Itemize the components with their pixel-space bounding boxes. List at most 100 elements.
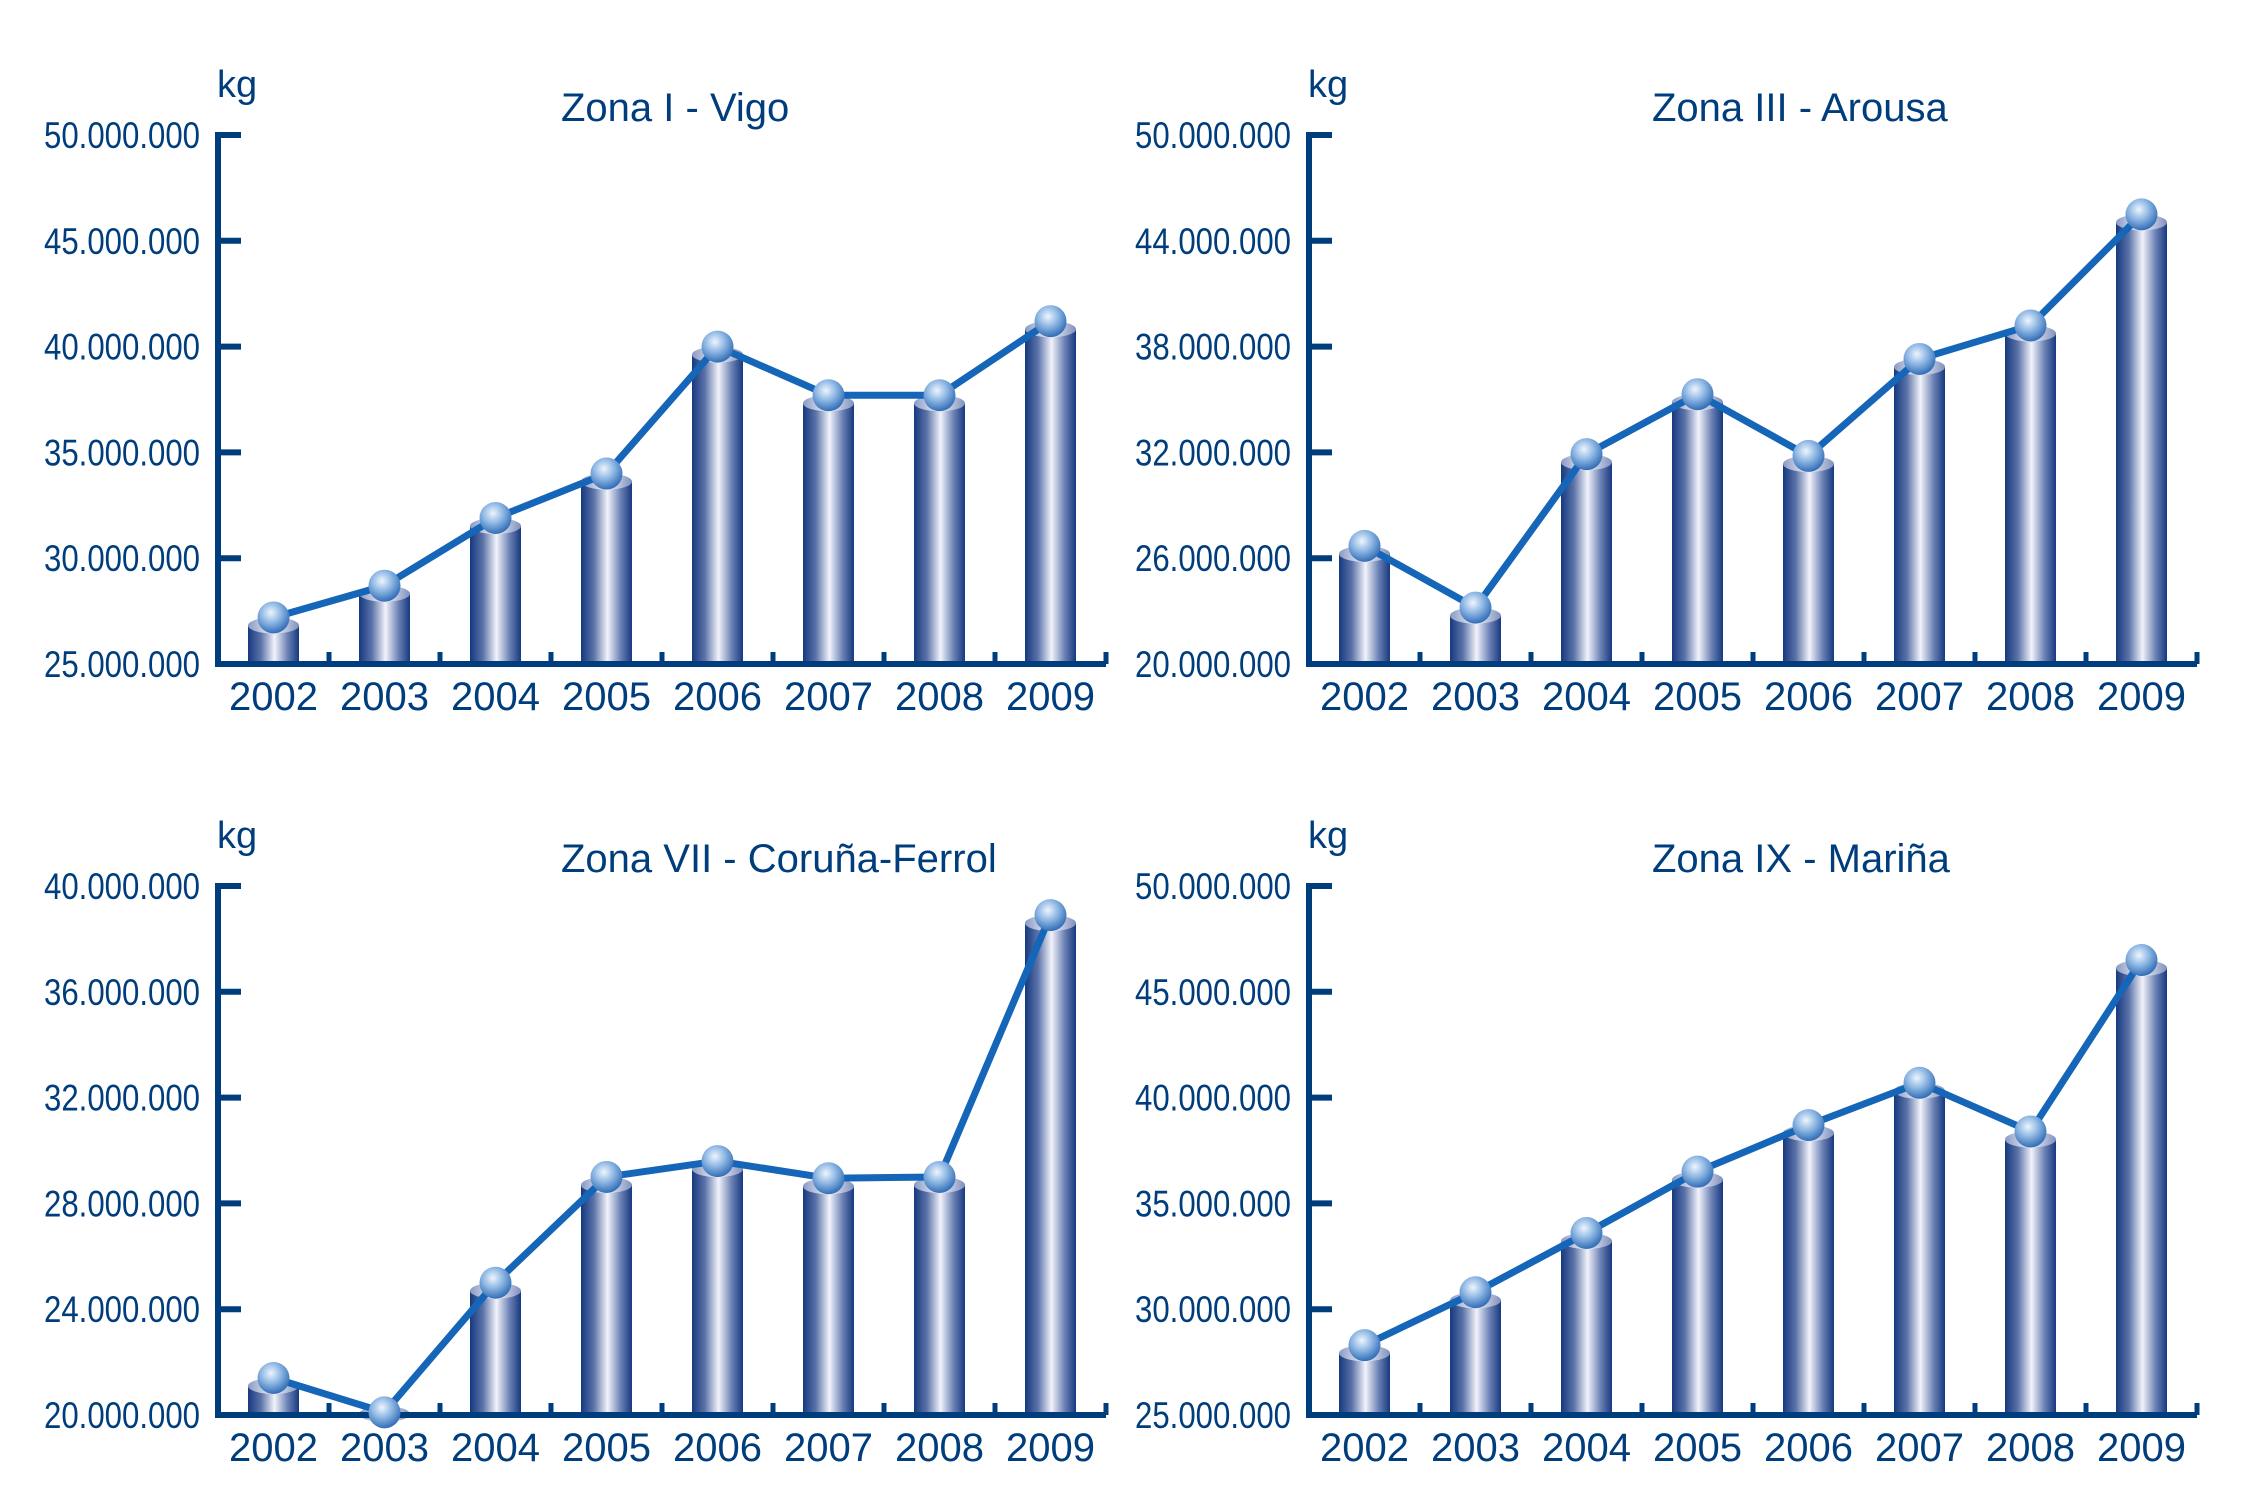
bar-body: [1339, 553, 1390, 664]
y-tick-label: 35.000.000: [1135, 1183, 1291, 1224]
bar-body: [2005, 333, 2056, 664]
data-point-2003: [1459, 1276, 1492, 1309]
data-point-2003: [1459, 591, 1492, 624]
x-tick-label: 2002: [229, 1426, 318, 1470]
bar-2007: [1894, 1082, 1945, 1415]
bar-body: [803, 1186, 854, 1415]
bar-2009: [1025, 915, 1076, 1415]
bar-body: [1672, 1179, 1723, 1415]
bar-2009: [2116, 214, 2167, 664]
data-point-2008: [2014, 1115, 2047, 1148]
data-point-2004: [479, 501, 512, 534]
x-tick-label: 2007: [1875, 675, 1964, 719]
y-axis-unit-label: kg: [1308, 64, 1348, 106]
y-tick-label: 25.000.000: [44, 644, 200, 685]
y-axis-unit-label: kg: [217, 64, 257, 106]
y-tick-label: 36.000.000: [44, 972, 200, 1013]
series-line: [1362, 958, 2145, 1349]
bar-2005: [1672, 1171, 1723, 1415]
bar-body: [1561, 1241, 1612, 1415]
bar-body: [1894, 366, 1945, 664]
bar-2004: [470, 1282, 521, 1415]
x-tick-label: 2009: [2097, 1426, 2186, 1470]
x-tick-label: 2002: [229, 675, 318, 719]
y-tick-label: 20.000.000: [1135, 644, 1291, 685]
data-point-2007: [812, 379, 845, 412]
y-tick-label: 45.000.000: [44, 221, 200, 262]
x-tick-label: 2007: [1875, 1426, 1964, 1470]
data-point-2002: [257, 601, 290, 634]
data-point-2004: [479, 1266, 512, 1299]
data-point-2006: [1792, 1109, 1825, 1142]
data-point-2003: [368, 569, 401, 602]
x-tick-label: 2008: [1986, 675, 2075, 719]
x-tick-label: 2006: [673, 1426, 762, 1470]
x-tick-label: 2006: [1764, 1426, 1853, 1470]
bar-body: [2116, 222, 2167, 664]
chart-zona-vii-coruna-ferrol: Zona VII - Coruña-Ferrol kg 20.000.000 24…: [44, 815, 1109, 1470]
x-tick-label: 2003: [1431, 1426, 1520, 1470]
x-tick-label: 2003: [1431, 675, 1520, 719]
y-tick-label: 28.000.000: [44, 1183, 200, 1224]
bar-2008: [914, 395, 965, 664]
x-tick-label: 2002: [1320, 1426, 1409, 1470]
bar-body: [1450, 615, 1501, 664]
bar-2005: [581, 473, 632, 664]
bar-2006: [692, 1161, 743, 1415]
y-tick-label: 50.000.000: [1135, 115, 1291, 156]
y-tick-label: 32.000.000: [1135, 432, 1291, 473]
data-point-2008: [923, 1160, 956, 1193]
y-tick-label: 38.000.000: [1135, 327, 1291, 368]
data-point-2006: [701, 1145, 734, 1178]
bar-body: [1025, 923, 1076, 1415]
data-point-2004: [1570, 438, 1603, 471]
series-line: [272, 913, 1054, 1416]
data-point-2005: [1681, 378, 1714, 411]
bar-body: [2116, 968, 2167, 1415]
bar-body: [359, 593, 410, 664]
x-tick-label: 2005: [1653, 1426, 1742, 1470]
y-tick-label: 45.000.000: [1135, 972, 1291, 1013]
bar-body: [581, 1184, 632, 1415]
data-point-2002: [1348, 529, 1381, 562]
bar-2002: [1339, 545, 1390, 664]
x-tick-label: 2003: [340, 1426, 429, 1470]
data-point-2007: [812, 1162, 845, 1195]
y-tick-label: 20.000.000: [44, 1395, 200, 1436]
bars: [1339, 960, 2167, 1415]
data-point-2009: [1034, 899, 1067, 932]
x-tick-label: 2003: [340, 675, 429, 719]
bar-2006: [1783, 1125, 1834, 1415]
series-line: [272, 318, 1053, 621]
bar-body: [914, 403, 965, 664]
data-point-2003: [368, 1396, 401, 1429]
bar-2008: [2005, 1131, 2056, 1415]
x-tick-label: 2004: [1542, 1426, 1631, 1470]
bar-body: [1561, 462, 1612, 664]
x-tick-label: 2006: [673, 675, 762, 719]
y-tick-label: 50.000.000: [1135, 866, 1291, 907]
bar-2007: [803, 395, 854, 664]
bar-2004: [470, 517, 521, 664]
x-tick-label: 2009: [1006, 675, 1095, 719]
bar-2005: [1672, 394, 1723, 664]
data-point-2008: [2014, 309, 2047, 342]
bar-2002: [1339, 1345, 1390, 1415]
series-line: [1362, 211, 2144, 612]
x-tick-label: 2007: [784, 675, 873, 719]
y-tick-label: 25.000.000: [1135, 1395, 1291, 1436]
data-point-2005: [1681, 1155, 1714, 1188]
y-tick-label: 26.000.000: [1135, 538, 1291, 579]
y-tick-label: 40.000.000: [44, 327, 200, 368]
bar-2003: [1450, 1292, 1501, 1415]
x-tick-label: 2004: [1542, 675, 1631, 719]
data-point-2007: [1903, 1066, 1936, 1099]
bar-body: [1450, 1300, 1501, 1415]
chart-zona-iii-arousa: Zona III - Arousa kg 20.000.000 26.000.00…: [1135, 64, 2200, 719]
y-tick-label: 35.000.000: [44, 432, 200, 473]
bars: [1339, 214, 2167, 664]
x-tick-label: 2008: [1986, 1426, 2075, 1470]
bars: [248, 321, 1076, 664]
bar-2009: [1025, 321, 1076, 664]
bar-body: [470, 525, 521, 664]
